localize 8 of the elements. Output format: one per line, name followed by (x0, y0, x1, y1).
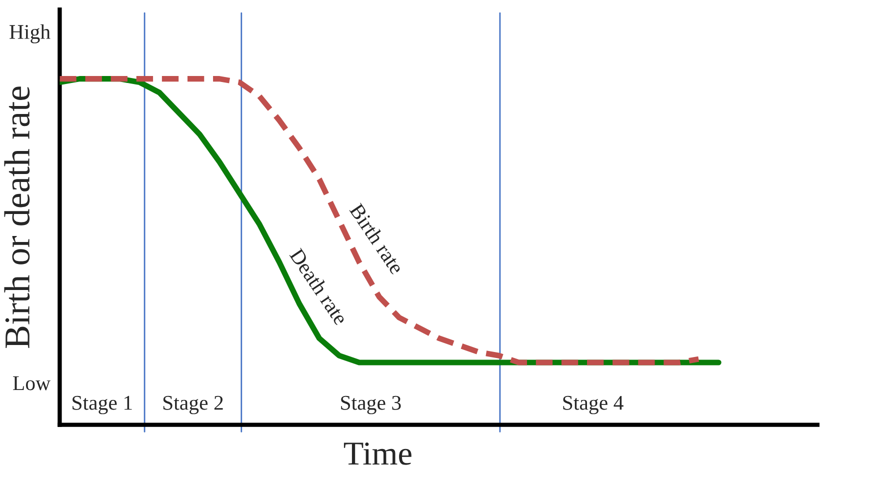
annotation: Low (13, 376, 51, 390)
annotation: Stage 1 (72, 396, 132, 414)
annotation: Stage 2 (163, 396, 223, 414)
y-axis-title: Birth or death rate (4, 86, 30, 348)
x-axis-title: Time (344, 442, 412, 465)
annotation: Stage 3 (341, 396, 401, 414)
text: High (10, 24, 50, 44)
annotation: Stage 4 (563, 396, 624, 414)
